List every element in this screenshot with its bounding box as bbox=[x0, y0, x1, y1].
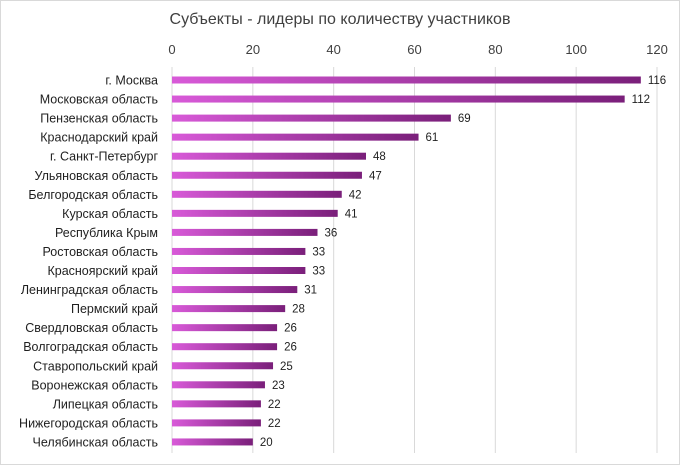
x-tick-label: 60 bbox=[407, 42, 421, 57]
category-label: Нижегородская область bbox=[19, 416, 158, 430]
data-label: 69 bbox=[458, 113, 471, 125]
bar bbox=[172, 171, 362, 179]
category-label: Республика Крым bbox=[55, 226, 158, 240]
category-label: Липецкая область bbox=[53, 397, 158, 411]
category-label: Пензенская область bbox=[40, 112, 158, 126]
bar bbox=[172, 247, 306, 255]
x-tick-label: 100 bbox=[565, 42, 587, 57]
gridlines bbox=[171, 67, 658, 453]
data-label: 20 bbox=[260, 437, 273, 449]
data-label: 33 bbox=[312, 266, 325, 278]
x-tick-label: 40 bbox=[326, 42, 340, 57]
data-label: 25 bbox=[280, 361, 293, 373]
data-label: 33 bbox=[312, 246, 325, 258]
bar bbox=[172, 190, 342, 198]
x-tick-label: 20 bbox=[246, 42, 260, 57]
data-label: 42 bbox=[349, 189, 362, 201]
bar bbox=[172, 438, 253, 446]
x-tick-label: 80 bbox=[488, 42, 502, 57]
category-label: Пермский край bbox=[71, 302, 158, 316]
category-labels: г. Москва Московская область Пензенская об… bbox=[19, 74, 158, 450]
data-label: 47 bbox=[369, 170, 382, 182]
category-label: Курская область bbox=[62, 207, 158, 221]
category-label: Челябинская область bbox=[33, 435, 158, 449]
bar bbox=[172, 152, 366, 160]
data-label: 61 bbox=[426, 132, 439, 144]
bars bbox=[172, 76, 641, 446]
category-label: г. Санкт-Петербург bbox=[50, 150, 158, 164]
category-label: Ставропольский край bbox=[33, 359, 158, 373]
bar bbox=[172, 76, 641, 84]
bar bbox=[172, 267, 306, 274]
category-label: г. Москва bbox=[105, 74, 158, 88]
data-label: 26 bbox=[284, 323, 297, 335]
data-label: 26 bbox=[284, 342, 297, 354]
category-label: Краснодарский край bbox=[40, 131, 158, 145]
category-label: Красноярский край bbox=[47, 264, 158, 278]
bar bbox=[172, 133, 419, 141]
bar bbox=[172, 228, 318, 236]
data-label: 31 bbox=[304, 285, 317, 297]
data-label: 22 bbox=[268, 418, 281, 430]
data-label: 22 bbox=[268, 399, 281, 411]
bar bbox=[172, 305, 286, 313]
bar bbox=[172, 400, 261, 408]
data-label: 28 bbox=[292, 304, 305, 316]
bar bbox=[172, 419, 261, 427]
data-label: 23 bbox=[272, 380, 285, 392]
x-axis-ticks: 0 20 40 60 80 100 120 bbox=[168, 42, 667, 57]
bar bbox=[172, 381, 265, 389]
data-label: 48 bbox=[373, 151, 386, 163]
bar bbox=[172, 209, 338, 217]
data-labels: 1161126961484742413633333128262625232222… bbox=[260, 75, 666, 449]
x-tick-label: 0 bbox=[168, 42, 175, 57]
category-label: Ростовская область bbox=[43, 245, 159, 259]
bar bbox=[172, 324, 278, 332]
bar bbox=[172, 95, 625, 103]
category-label: Московская область bbox=[40, 93, 158, 107]
category-label: Воронежская область bbox=[31, 378, 158, 392]
data-label: 116 bbox=[648, 75, 666, 87]
data-label: 36 bbox=[325, 227, 338, 239]
category-label: Ленинградская область bbox=[21, 283, 158, 297]
category-label: Свердловская область bbox=[25, 321, 158, 335]
bar bbox=[172, 343, 278, 351]
bar bbox=[172, 286, 298, 294]
bar bbox=[172, 362, 274, 370]
category-label: Волгоградская область bbox=[23, 340, 158, 354]
data-label: 112 bbox=[632, 94, 650, 106]
x-tick-label: 120 bbox=[646, 42, 668, 57]
chart-title: Субъекты - лидеры по количеству участник… bbox=[169, 11, 511, 28]
data-label: 41 bbox=[345, 208, 358, 220]
category-label: Ульяновская область bbox=[34, 169, 158, 183]
bar bbox=[172, 114, 451, 122]
category-label: Белгородская область bbox=[28, 188, 158, 202]
